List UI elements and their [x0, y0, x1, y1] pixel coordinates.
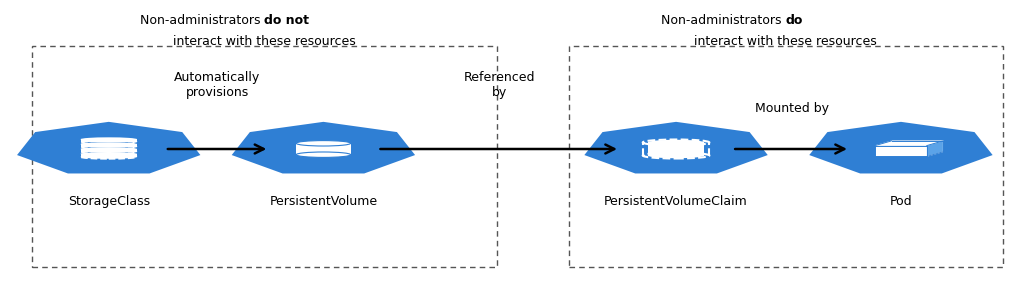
Bar [81, 139, 137, 142]
Text: StorageClass: StorageClass [68, 195, 150, 208]
Text: Mounted by: Mounted by [754, 102, 828, 115]
Bar [81, 154, 137, 157]
Bar [32, 46, 497, 267]
Bar [81, 149, 137, 152]
Text: Pod: Pod [890, 195, 912, 208]
Text: Non-administrators: Non-administrators [661, 14, 785, 27]
Text: Automatically
provisions: Automatically provisions [174, 71, 260, 99]
Polygon shape [17, 122, 201, 173]
Text: Non-administrators: Non-administrators [139, 14, 264, 27]
Text: do not: do not [264, 14, 310, 27]
Text: interact with these resources: interact with these resources [694, 35, 876, 48]
Ellipse shape [648, 140, 704, 145]
Bar [81, 144, 137, 147]
Ellipse shape [296, 141, 351, 146]
Polygon shape [875, 146, 927, 156]
Bar [296, 143, 351, 155]
Text: interact with these resources: interact with these resources [173, 35, 356, 48]
Polygon shape [584, 122, 768, 173]
Ellipse shape [81, 142, 137, 146]
Ellipse shape [81, 137, 137, 141]
Polygon shape [810, 122, 992, 173]
Ellipse shape [648, 153, 704, 158]
Bar [648, 142, 704, 156]
Ellipse shape [81, 152, 137, 156]
Text: Referenced
by: Referenced by [463, 71, 535, 99]
Polygon shape [232, 122, 415, 173]
Bar [569, 46, 1003, 267]
Polygon shape [875, 141, 943, 146]
Text: do: do [785, 14, 803, 27]
Text: PersistentVolumeClaim: PersistentVolumeClaim [604, 195, 748, 208]
Polygon shape [927, 141, 943, 156]
Ellipse shape [81, 147, 137, 151]
Ellipse shape [81, 155, 137, 159]
Text: PersistentVolume: PersistentVolume [270, 195, 377, 208]
Ellipse shape [296, 152, 351, 157]
